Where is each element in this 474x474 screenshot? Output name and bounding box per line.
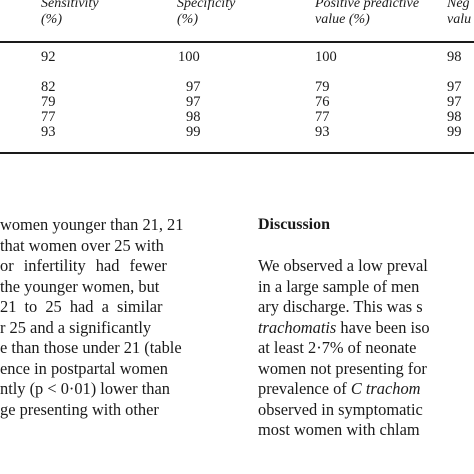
cell-npv: 98 bbox=[447, 109, 462, 125]
header-ppv-line1: Positive predictive bbox=[315, 0, 420, 11]
cell-ppv: 76 bbox=[315, 94, 330, 110]
body-line: most women with chlam bbox=[258, 420, 420, 439]
header-specificity-line1: Specificity bbox=[177, 0, 236, 11]
header-sensitivity: Sensitivity (%) bbox=[41, 0, 99, 28]
header-ppv: Positive predictive value (%) bbox=[315, 0, 419, 28]
table-bottom-rule bbox=[0, 152, 474, 154]
body-line: ence in postpartal women bbox=[0, 359, 168, 378]
header-npv-line1: Neg bbox=[447, 0, 470, 11]
cell-specificity: 97 bbox=[186, 79, 201, 95]
cell-ppv: 79 bbox=[315, 79, 330, 95]
cell-sensitivity: 79 bbox=[41, 94, 56, 110]
table-header-rule bbox=[0, 41, 474, 43]
body-line: women younger than 21, 21 bbox=[0, 215, 184, 234]
cell-specificity: 98 bbox=[186, 109, 201, 125]
body-line: or infertility had fewer bbox=[0, 256, 167, 275]
header-ppv-line2: value (%) bbox=[315, 12, 370, 27]
body-line: observed in symptomatic bbox=[258, 400, 423, 419]
body-line: ge presenting with other bbox=[0, 400, 159, 419]
cell-specificity: 99 bbox=[186, 124, 201, 140]
body-line: trachomatis have been iso bbox=[258, 318, 430, 338]
body-line: the younger women, but bbox=[0, 277, 160, 296]
cell-sensitivity: 77 bbox=[41, 109, 56, 125]
header-specificity-line2: (%) bbox=[177, 12, 198, 27]
cell-ppv: 100 bbox=[315, 49, 337, 65]
body-line: that women over 25 with bbox=[0, 236, 164, 255]
header-npv: Neg valu bbox=[447, 0, 471, 28]
body-line: We observed a low preval bbox=[258, 256, 428, 275]
cell-npv: 97 bbox=[447, 94, 462, 110]
cell-specificity: 97 bbox=[186, 94, 201, 110]
header-sensitivity-line2: (%) bbox=[41, 12, 62, 27]
species-name: trachomatis bbox=[258, 318, 337, 337]
body-text: have been iso bbox=[336, 318, 430, 337]
cell-npv: 97 bbox=[447, 79, 462, 95]
body-line: ary discharge. This was s bbox=[258, 297, 423, 316]
cell-npv: 99 bbox=[447, 124, 462, 140]
header-sensitivity-line1: Sensitivity bbox=[41, 0, 99, 11]
cell-npv: 98 bbox=[447, 49, 462, 65]
body-line: at least 2·7% of neonate bbox=[258, 338, 417, 357]
cell-sensitivity: 93 bbox=[41, 124, 56, 140]
section-heading: Discussion bbox=[258, 216, 331, 233]
body-line: r 25 and a significantly bbox=[0, 318, 152, 337]
body-line: in a large sample of men bbox=[258, 277, 420, 296]
body-line: women not presenting for bbox=[258, 359, 427, 378]
cell-ppv: 93 bbox=[315, 124, 330, 140]
cell-sensitivity: 82 bbox=[41, 79, 56, 95]
header-specificity: Specificity (%) bbox=[177, 0, 235, 28]
species-name: C trachom bbox=[350, 379, 421, 398]
header-npv-line2: valu bbox=[447, 12, 472, 27]
cell-sensitivity: 92 bbox=[41, 49, 56, 65]
cell-ppv: 77 bbox=[315, 109, 330, 125]
body-line: e than those under 21 (table bbox=[0, 338, 182, 357]
cell-specificity: 100 bbox=[178, 49, 200, 65]
body-line: ntly (p < 0·01) lower than bbox=[0, 379, 170, 398]
body-text: prevalence of bbox=[258, 379, 351, 398]
body-line: prevalence of C trachom bbox=[258, 379, 421, 399]
body-line: 21 to 25 had a similar bbox=[0, 297, 163, 316]
